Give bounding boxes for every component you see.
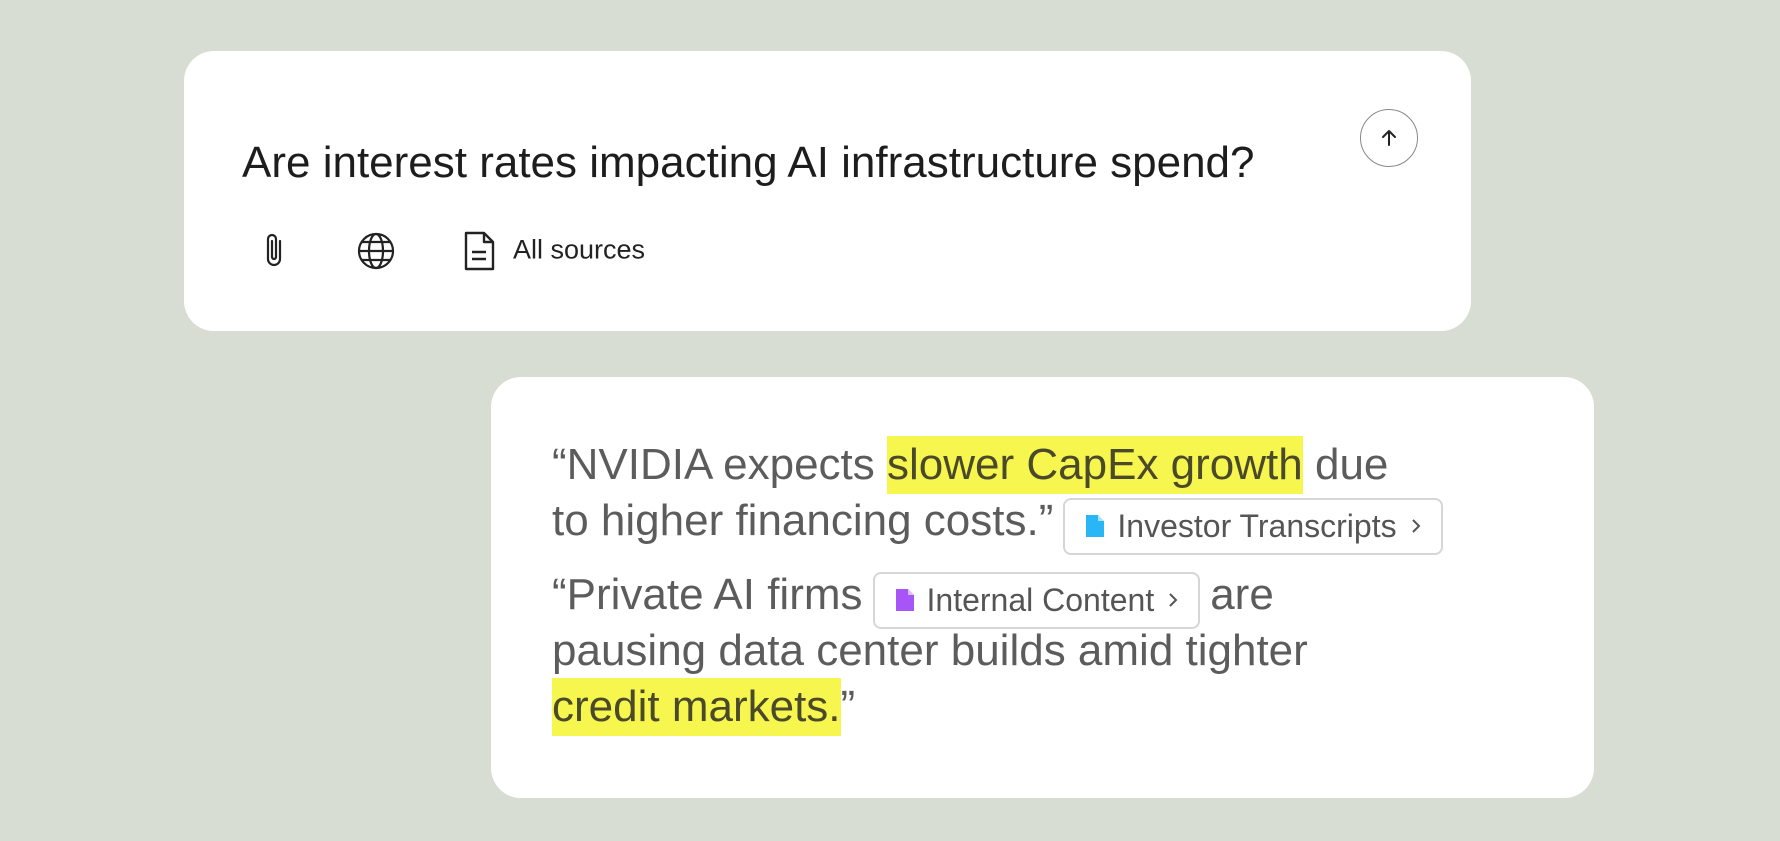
quote-line: to higher financing costs.” Investor Tran… <box>552 493 1453 555</box>
arrow-up-icon <box>1382 130 1396 146</box>
chevron <box>1169 593 1178 607</box>
quote-line: credit markets.” <box>552 678 1453 736</box>
source-chip[interactable]: Internal Content <box>872 571 1201 629</box>
sources-button[interactable] <box>462 231 496 271</box>
highlight: slower CapEx growth <box>887 436 1303 494</box>
quote-text: ” <box>840 682 856 731</box>
attach-button[interactable] <box>260 231 290 271</box>
doc-icon <box>1086 515 1105 537</box>
source-name: Investor Transcripts <box>1117 507 1397 544</box>
quote-text: to higher financing costs.” <box>552 496 1054 545</box>
sources-label[interactable]: All sources <box>513 234 646 265</box>
answer-card: “NVIDIA expects slower CapEx growth due t… <box>491 377 1594 798</box>
quote-text: pausing data center builds amid tighter <box>552 626 1308 675</box>
source-chip[interactable]: Investor Transcripts <box>1063 497 1443 555</box>
quotes: “NVIDIA expects slower CapEx growth due t… <box>552 436 1453 753</box>
quote-line: pausing data center builds amid tighter <box>552 623 1453 679</box>
quote-text: “Private AI firms <box>552 570 863 619</box>
send-button[interactable] <box>1360 109 1418 167</box>
highlight: credit markets. <box>552 678 841 736</box>
query-card: Are interest rates impacting AI infrastr… <box>184 51 1471 331</box>
query-text[interactable]: Are interest rates impacting AI infrastr… <box>242 138 1255 187</box>
quote-text: are <box>1210 570 1274 619</box>
quote-line: “NVIDIA expects slower CapEx growth due <box>552 436 1453 494</box>
quote-text: due <box>1302 440 1389 489</box>
quote: “Private AI firms Internal Content are paus… <box>552 567 1453 736</box>
source-name: Internal Content <box>926 581 1155 618</box>
web-button[interactable] <box>356 231 396 271</box>
doc-icon <box>895 589 914 611</box>
quote: “NVIDIA expects slower CapEx growth due t… <box>552 436 1453 555</box>
quote-line: “Private AI firms Internal Content are <box>552 567 1453 629</box>
chevron <box>1411 519 1421 533</box>
quote-text: “NVIDIA expects <box>552 440 888 489</box>
